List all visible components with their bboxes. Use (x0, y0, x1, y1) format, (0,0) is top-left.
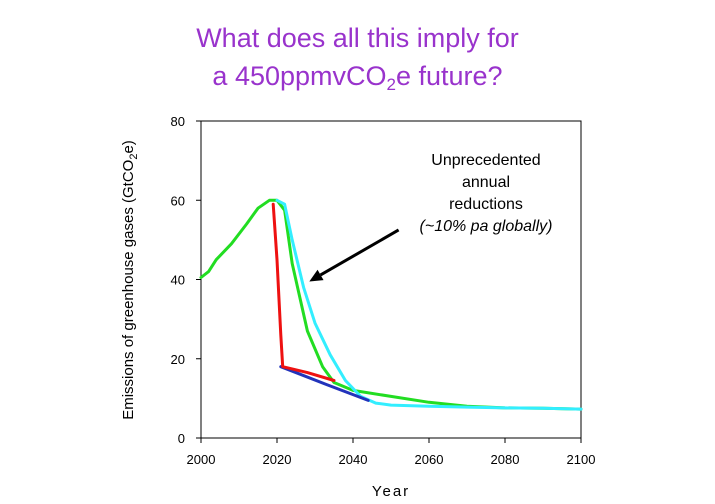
y-axis-title-sub: 2 (128, 154, 140, 160)
y-tick-label: 0 (178, 431, 185, 446)
annotation-line-3: reductions (449, 196, 523, 213)
series-layer (199, 198, 583, 411)
annotation-line-italic: (~10% pa globally) (419, 218, 553, 235)
x-tick-label: 2080 (491, 452, 520, 467)
title-line-2-end: e future? (395, 61, 503, 91)
x-tick-label: 2100 (567, 452, 596, 467)
y-axis-title: Emissions of greenhouse gases (GtCO2e) (120, 140, 140, 420)
series-line-4 (271, 202, 336, 382)
x-tick-label: 2040 (339, 452, 368, 467)
x-tick-label: 2000 (187, 452, 216, 467)
y-tick-label: 80 (171, 114, 185, 129)
y-axis-title-end: e) (120, 140, 137, 153)
x-axis-title: Year (372, 483, 410, 500)
y-tick-label: 40 (171, 273, 185, 288)
series-line-3 (279, 365, 370, 402)
x-tick-label: 2060 (415, 452, 444, 467)
annotation-text: Unprecedented annual reductions (~10% pa… (386, 150, 586, 238)
title-line-2-text: a 450ppmvCO (212, 61, 387, 91)
annotation-line-2: annual (461, 174, 511, 191)
annotation-line-1: Unprecedented (431, 152, 541, 169)
y-tick-label: 20 (171, 352, 185, 367)
y-axis-title-main: Emissions of greenhouse gases (GtCO (120, 160, 137, 420)
title-subscript: 2 (386, 75, 396, 94)
annotation-arrow-layer (309, 228, 400, 282)
annotation-arrow-head (309, 269, 324, 282)
slide-title-line-1: What does all this imply for (196, 23, 519, 53)
annotation-arrow-shaft (319, 228, 400, 277)
x-tick-label: 2020 (263, 452, 292, 467)
y-tick-label: 60 (171, 193, 185, 208)
slide-title-line-2: a 450ppmvCO2e future? (0, 60, 715, 94)
